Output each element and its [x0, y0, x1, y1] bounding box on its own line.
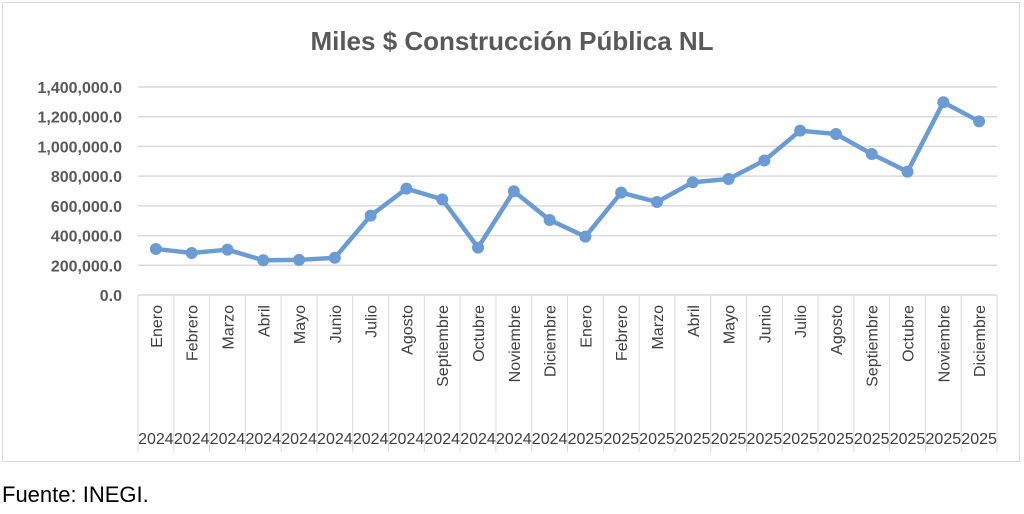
x-tick-month: Noviembre	[936, 305, 953, 382]
chart-title: Miles $ Construcción Pública NL	[310, 26, 713, 56]
x-tick-month: Diciembre	[543, 305, 560, 377]
data-point	[507, 185, 520, 198]
x-tick-month: Julio	[364, 305, 381, 338]
x-tick-year: 2025	[926, 431, 962, 448]
x-tick-year: 2024	[389, 431, 425, 448]
data-point	[364, 209, 377, 222]
x-tick-month: Agosto	[829, 305, 846, 355]
data-point	[794, 124, 807, 137]
data-point	[686, 176, 699, 189]
x-tick-month: Mayo	[722, 305, 739, 344]
y-tick-label: 400,000.0	[51, 229, 122, 246]
data-point	[579, 230, 592, 243]
x-tick-month: Septiembre	[435, 305, 452, 387]
x-tick-year: 2025	[675, 431, 711, 448]
data-point	[149, 242, 162, 255]
x-tick-month: Marzo	[650, 305, 667, 350]
x-tick-year: 2025	[961, 431, 997, 448]
y-tick-label: 0.0	[100, 288, 122, 305]
x-tick-year: 2025	[747, 431, 783, 448]
x-tick-month: Noviembre	[507, 305, 524, 382]
y-tick-label: 1,000,000.0	[37, 139, 122, 156]
x-tick-month: Julio	[793, 305, 810, 338]
source-note: Fuente: INEGI.	[2, 482, 149, 507]
x-tick-month: Junio	[757, 305, 774, 343]
x-tick-year: 2024	[245, 431, 281, 448]
x-tick-year: 2024	[532, 431, 568, 448]
line-chart: Miles $ Construcción Pública NL 0.0 200,0…	[37, 26, 998, 452]
data-point	[221, 243, 234, 256]
x-tick-month: Febrero	[614, 305, 631, 361]
x-tick-year: 2025	[568, 431, 604, 448]
x-tick-year: 2024	[353, 431, 389, 448]
x-tick-month: Enero	[578, 305, 595, 348]
x-tick-year: 2025	[782, 431, 818, 448]
x-tick-year: 2025	[890, 431, 926, 448]
x-tick-year: 2024	[460, 431, 496, 448]
data-point	[758, 154, 771, 167]
data-point	[901, 165, 914, 178]
x-tick-month: Febrero	[185, 305, 202, 361]
data-point	[293, 253, 306, 266]
y-tick-label: 800,000.0	[51, 169, 122, 186]
x-tick-year: 2024	[138, 431, 174, 448]
data-point	[185, 246, 198, 259]
x-tick-month: Octubre	[471, 305, 488, 362]
x-tick-year: 2024	[281, 431, 317, 448]
x-tick-year: 2025	[854, 431, 890, 448]
x-tick-month: Junio	[328, 305, 345, 343]
x-tick-month: Diciembre	[972, 305, 989, 377]
y-tick-label: 1,400,000.0	[37, 80, 122, 97]
y-tick-label: 200,000.0	[51, 258, 122, 275]
x-tick-year: 2024	[424, 431, 460, 448]
x-tick-month: Octubre	[901, 305, 918, 362]
data-point	[543, 213, 556, 226]
data-point	[722, 172, 735, 185]
y-tick-label: 600,000.0	[51, 199, 122, 216]
x-tick-month: Enero	[149, 305, 166, 348]
x-tick-year: 2025	[603, 431, 639, 448]
data-point	[472, 241, 485, 254]
x-tick-month: Septiembre	[865, 305, 882, 387]
data-point	[400, 182, 413, 195]
data-point	[973, 115, 986, 128]
x-tick-month: Agosto	[399, 305, 416, 355]
x-tick-month: Marzo	[220, 305, 237, 350]
data-point	[436, 193, 449, 206]
x-tick-year: 2025	[818, 431, 854, 448]
series-line	[155, 100, 981, 263]
data-point	[650, 195, 663, 208]
x-tick-month: Abril	[686, 305, 703, 337]
x-tick-month: Abril	[256, 305, 273, 337]
data-point	[615, 186, 628, 199]
data-point	[865, 148, 878, 161]
data-point	[257, 254, 270, 267]
data-point	[937, 96, 950, 109]
x-tick-year: 2025	[711, 431, 747, 448]
x-tick-year: 2024	[317, 431, 353, 448]
x-tick-year: 2024	[496, 431, 532, 448]
y-tick-label: 1,200,000.0	[37, 110, 122, 127]
data-point	[829, 127, 842, 140]
x-tick-month: Mayo	[292, 305, 309, 344]
x-tick-year: 2025	[639, 431, 675, 448]
chart-frame	[2, 2, 1020, 462]
x-tick-year: 2024	[210, 431, 246, 448]
x-tick-year: 2024	[174, 431, 210, 448]
data-point	[328, 251, 341, 264]
